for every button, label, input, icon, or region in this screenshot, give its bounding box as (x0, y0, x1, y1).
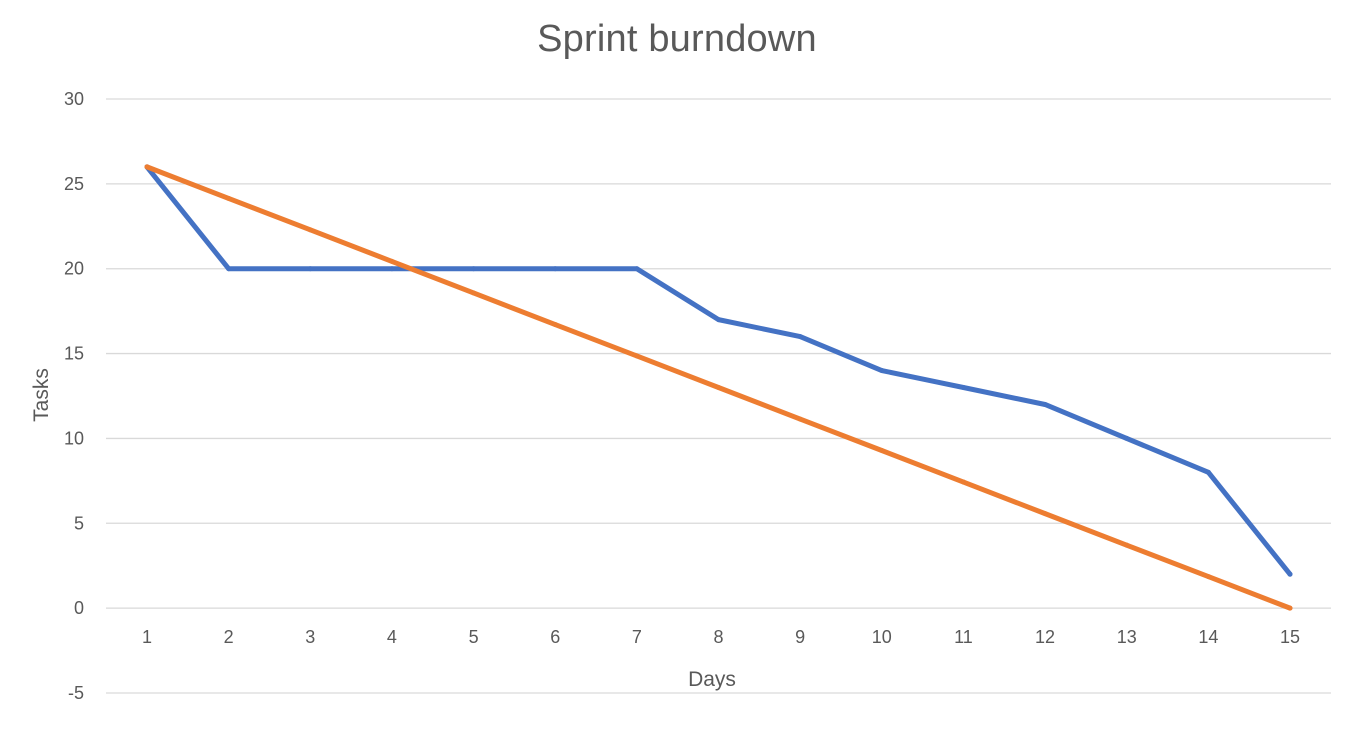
series-0-point (797, 334, 803, 340)
series-lines (144, 164, 1293, 611)
x-tick-label: 15 (1280, 627, 1300, 647)
x-tick-label: 14 (1198, 627, 1218, 647)
y-tick-label: 5 (74, 513, 84, 533)
series-1-point (1124, 542, 1130, 548)
series-1-point (552, 322, 558, 328)
x-tick-label: 1 (142, 627, 152, 647)
series-1-point (471, 290, 477, 296)
x-tick-label: 8 (713, 627, 723, 647)
series-1-point (716, 385, 721, 391)
series-0-point (226, 266, 232, 272)
series-1-point (1287, 605, 1293, 611)
y-tick-label: 10 (64, 428, 84, 448)
y-tick-label: 25 (64, 174, 84, 194)
series-0-point (879, 368, 885, 374)
series-1-point (389, 258, 395, 264)
series-line-0 (144, 164, 1293, 577)
series-1-point (226, 195, 232, 201)
series-0-point (552, 266, 558, 272)
y-tick-label: -5 (68, 683, 84, 703)
series-0-point (716, 317, 721, 323)
series-1-point (144, 164, 150, 170)
x-tick-label: 11 (954, 627, 973, 647)
x-tick-label: 6 (550, 627, 560, 647)
x-tick-label: 4 (387, 627, 397, 647)
x-tick-label: 9 (795, 627, 805, 647)
series-1-point (1205, 574, 1211, 580)
series-0-point (1287, 571, 1293, 577)
series-0-point (389, 266, 395, 272)
y-tick-label: 20 (64, 259, 84, 279)
series-0-point (471, 266, 477, 272)
chart-title: Sprint burndown (537, 18, 817, 60)
series-1-point (879, 447, 885, 453)
x-axis-label: Days (688, 668, 736, 691)
series-1-point (634, 353, 640, 359)
series-0-point (1205, 469, 1211, 475)
series-1-point (1042, 511, 1048, 517)
x-tick-label: 10 (872, 627, 892, 647)
x-tick-label: 2 (224, 627, 234, 647)
y-tick-labels: -5 0 5 10 15 20 25 30 (64, 89, 84, 703)
series-0-point (634, 266, 640, 272)
series-0-point (960, 385, 966, 391)
series-1-point (797, 416, 803, 422)
x-tick-labels: 1 2 3 4 5 6 7 8 9 10 11 12 13 14 15 (142, 627, 1300, 647)
series-1-point (307, 227, 313, 233)
series-0-point (307, 266, 313, 272)
gridlines (106, 98, 1331, 694)
y-tick-label: 15 (64, 344, 84, 364)
x-tick-label: 5 (469, 627, 479, 647)
x-tick-label: 7 (632, 627, 642, 647)
series-0-point (1124, 435, 1130, 441)
x-tick-label: 13 (1117, 627, 1137, 647)
x-tick-label: 3 (305, 627, 315, 647)
y-tick-label: 30 (64, 89, 84, 109)
series-0-point (1042, 401, 1048, 407)
series-1-point (960, 479, 966, 485)
x-tick-label: 12 (1035, 627, 1055, 647)
y-tick-label: 0 (74, 598, 84, 618)
